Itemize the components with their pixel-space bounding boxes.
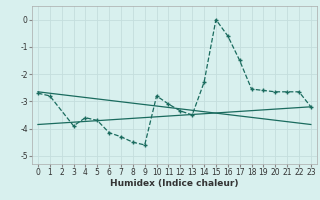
X-axis label: Humidex (Indice chaleur): Humidex (Indice chaleur) [110, 179, 239, 188]
